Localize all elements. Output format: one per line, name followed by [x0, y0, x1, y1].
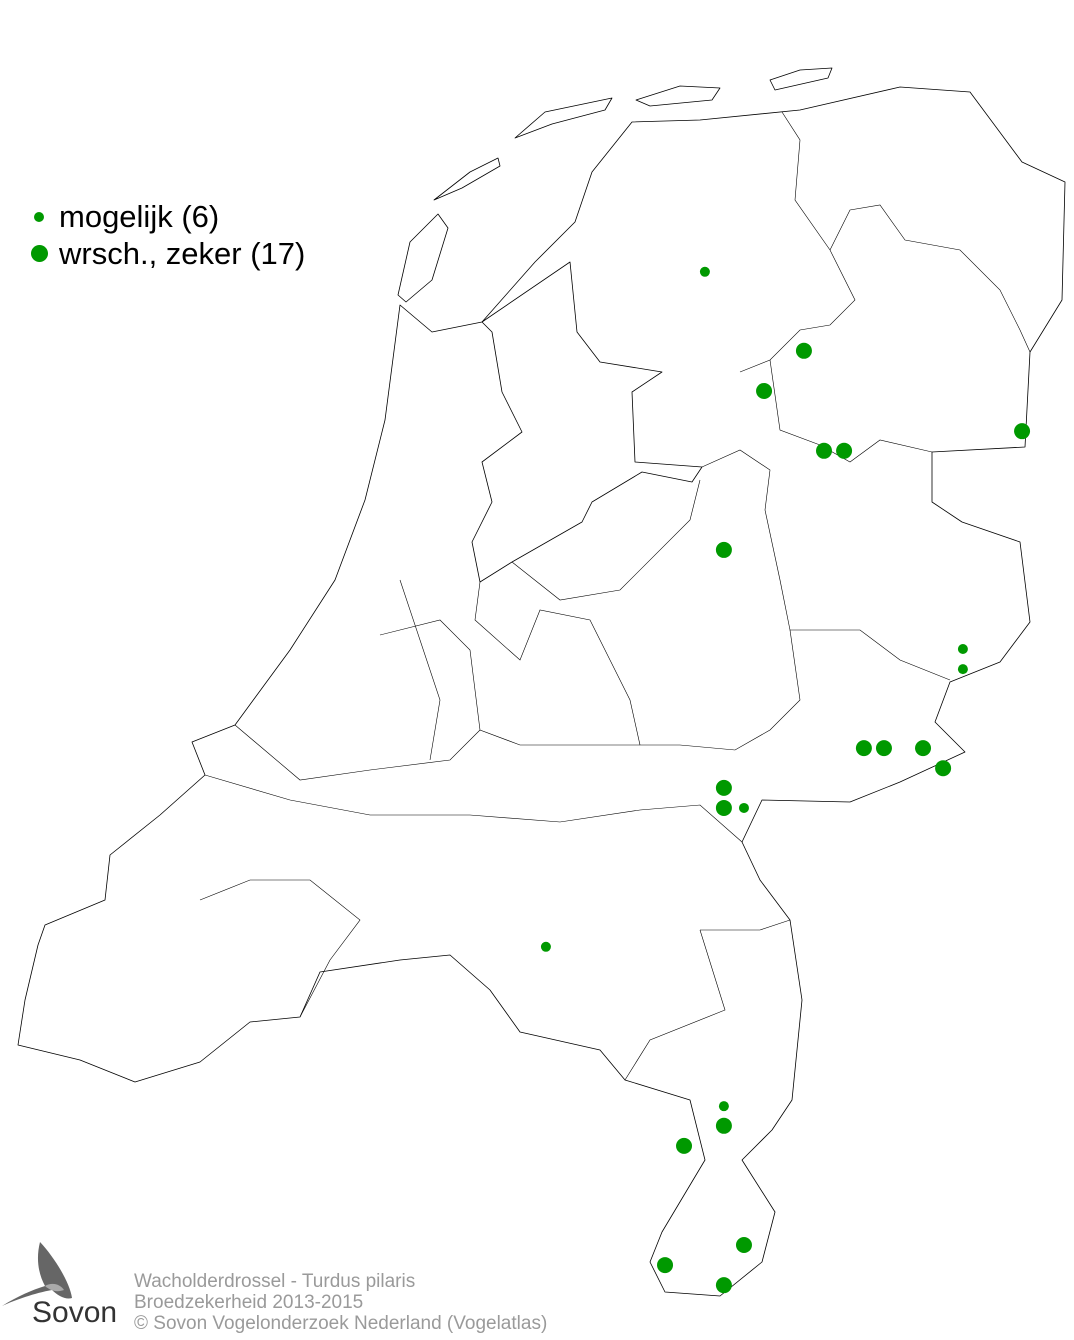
observation-dots	[540, 266, 1031, 1294]
dot-wrsch-zeker	[795, 342, 812, 359]
swallow-icon	[2, 1242, 72, 1306]
small-dot-icon	[34, 211, 44, 222]
dot-wrsch-zeker	[935, 760, 952, 777]
dot-wrsch-zeker	[715, 1277, 732, 1294]
dot-wrsch-zeker	[715, 541, 732, 558]
subtitle: Broedzekerheid 2013-2015	[134, 1292, 364, 1313]
dot-wrsch-zeker	[1014, 423, 1031, 440]
dot-mogelijk	[540, 941, 551, 952]
dot-wrsch-zeker	[875, 740, 892, 757]
island-schiermonnikoog	[769, 67, 833, 91]
country-outline	[17, 86, 1066, 1297]
dot-wrsch-zeker	[915, 740, 932, 757]
dot-wrsch-zeker	[836, 442, 853, 459]
legend-item-mogelijk: mogelijk (6)	[28, 198, 305, 235]
dot-wrsch-zeker	[756, 382, 773, 399]
dot-mogelijk	[718, 1101, 729, 1112]
legend-label: wrsch., zeker (17)	[59, 235, 306, 271]
dot-wrsch-zeker	[735, 1237, 752, 1253]
large-dot-icon	[31, 245, 48, 262]
dot-wrsch-zeker	[715, 779, 732, 796]
dot-wrsch-zeker	[657, 1257, 674, 1274]
dot-wrsch-zeker	[715, 1117, 732, 1134]
legend-item-wrsch-zeker: wrsch., zeker (17)	[28, 235, 305, 272]
legend-label: mogelijk (6)	[59, 198, 220, 234]
copyright: © Sovon Vogelonderzoek Nederland (Vogela…	[134, 1313, 548, 1334]
dot-mogelijk	[957, 644, 968, 655]
dot-mogelijk	[699, 266, 710, 277]
sovon-logo-text: Sovon	[32, 1296, 118, 1329]
dot-wrsch-zeker	[676, 1137, 693, 1154]
dot-mogelijk	[957, 664, 968, 675]
dot-wrsch-zeker	[855, 740, 872, 757]
island-vlieland	[433, 157, 501, 201]
island-terschelling	[514, 97, 613, 139]
dot-wrsch-zeker	[816, 442, 833, 459]
island-texel	[397, 213, 449, 303]
legend: mogelijk (6) wrsch., zeker (17)	[28, 198, 305, 272]
ijsselmeer	[471, 261, 703, 583]
island-ameland	[635, 85, 721, 107]
map-caption: Wacholderdrossel - Turdus pilaris Broedz…	[134, 1271, 547, 1334]
species-title: Wacholderdrossel - Turdus pilaris	[134, 1271, 416, 1292]
dot-mogelijk	[738, 802, 749, 813]
province-borders	[199, 111, 1031, 1081]
dot-wrsch-zeker	[715, 799, 732, 816]
